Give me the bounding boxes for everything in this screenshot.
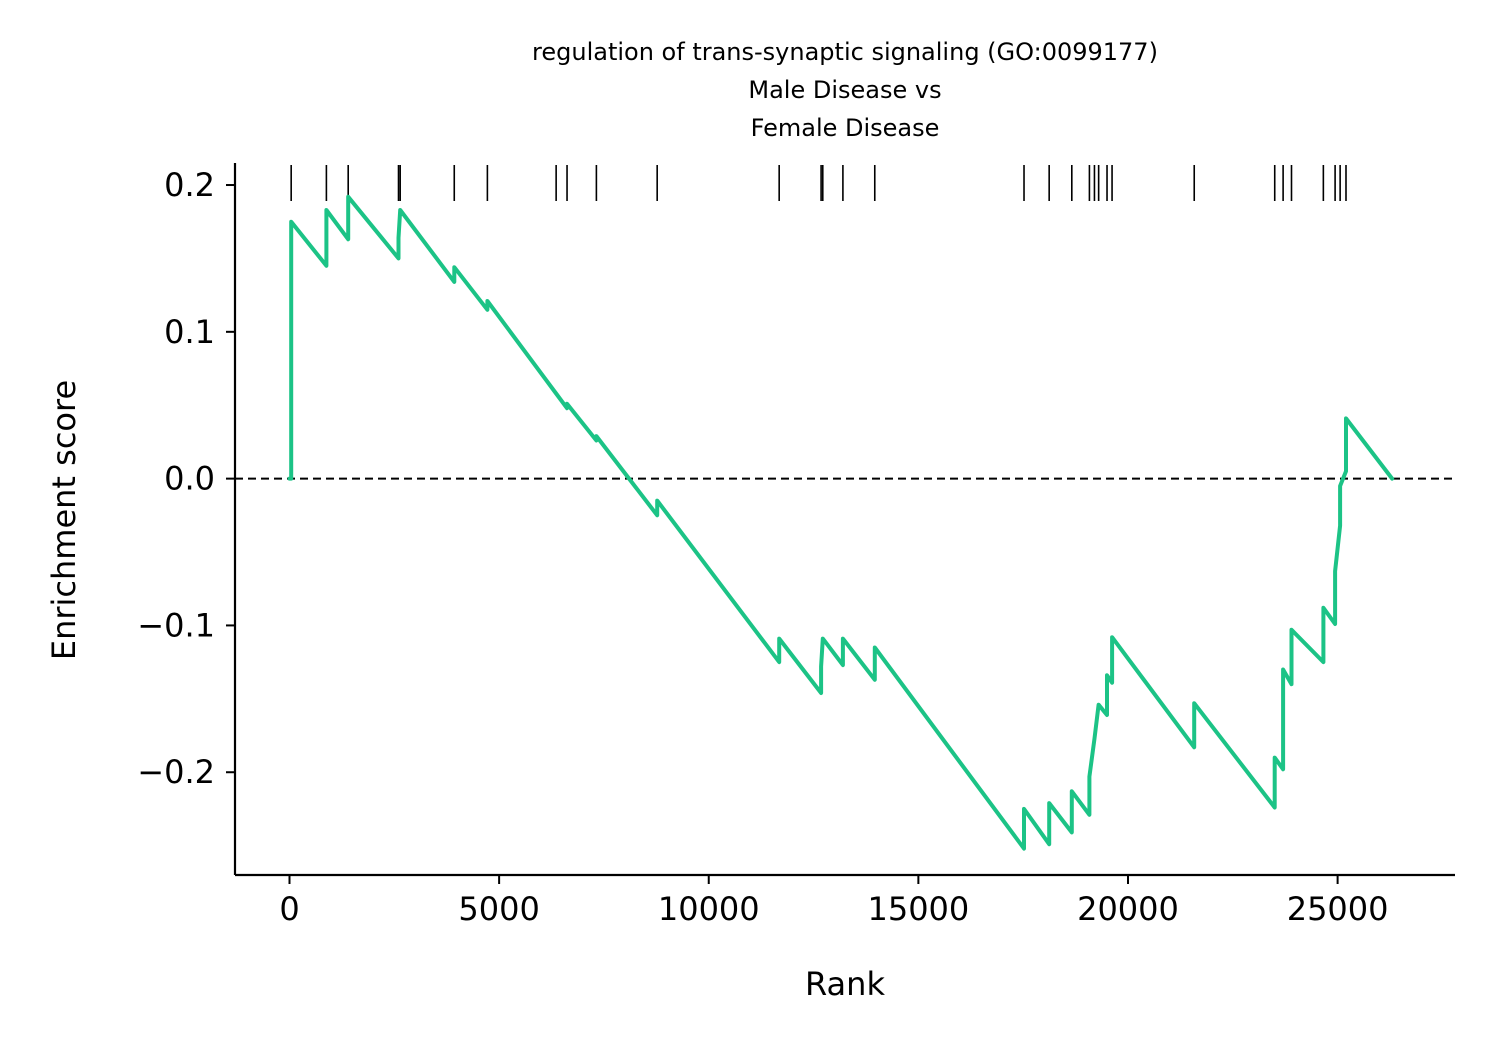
x-tick-label: 15000 — [867, 890, 969, 928]
title-line-2: Male Disease vs — [748, 76, 941, 104]
x-tick-label: 0 — [279, 890, 299, 928]
chart-title: regulation of trans-synaptic signaling (… — [532, 38, 1158, 142]
y-tick-label: −0.1 — [137, 606, 215, 644]
x-axis-label: Rank — [805, 965, 885, 1003]
hit-ticks — [290, 165, 1347, 201]
x-tick-label: 20000 — [1077, 890, 1179, 928]
title-line-3: Female Disease — [751, 114, 940, 142]
x-tick-label: 10000 — [658, 890, 760, 928]
y-tick-label: 0.0 — [164, 460, 215, 498]
x-tick-label: 25000 — [1287, 890, 1389, 928]
axes: 0 5000 10000 15000 20000 25000 0.2 0.1 0.0 −0.1 −0… — [137, 163, 1455, 928]
enrichment-curve-layer — [287, 194, 1395, 851]
title-line-1: regulation of trans-synaptic signaling (… — [532, 38, 1158, 66]
y-tick-label: 0.1 — [164, 313, 215, 351]
y-tick-label: −0.2 — [137, 753, 215, 791]
x-tick-label: 5000 — [458, 890, 539, 928]
y-axis-label: Enrichment score — [45, 380, 83, 660]
enrichment-score-line — [287, 194, 1395, 851]
y-tick-label: 0.2 — [164, 166, 215, 204]
